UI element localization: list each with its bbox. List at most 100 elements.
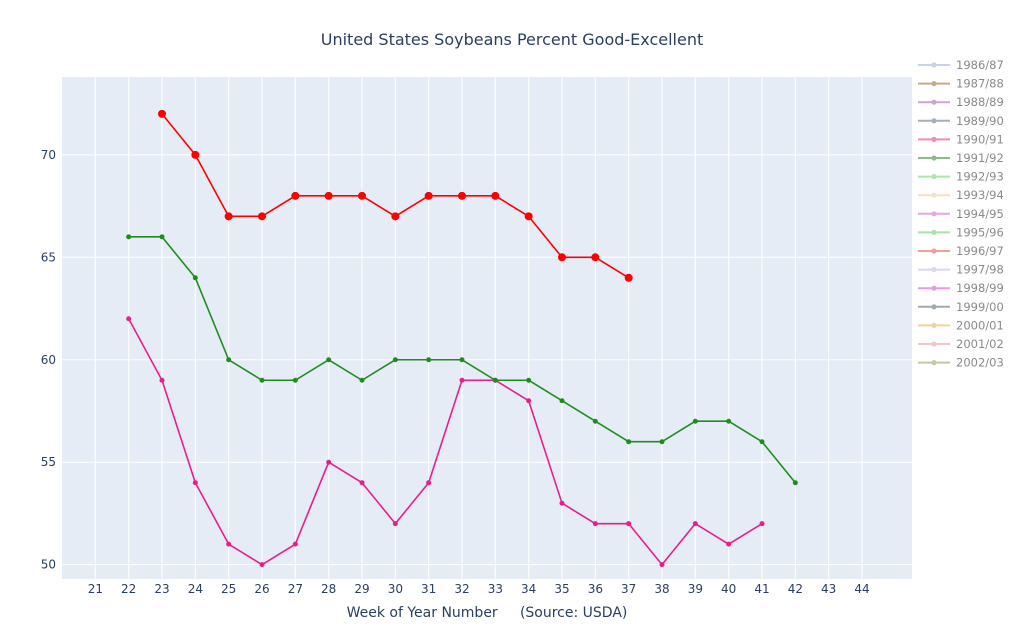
y-tick-label: 55: [41, 455, 56, 469]
legend-item[interactable]: 2001/02: [918, 337, 1004, 351]
legend-label: 1997/98: [956, 263, 1004, 277]
legend-swatch-marker: [931, 341, 937, 347]
legend-item[interactable]: 1991/92: [918, 151, 1004, 165]
data-point: [558, 253, 566, 262]
legend-item[interactable]: 1999/00: [918, 300, 1004, 314]
x-tick-label: 28: [321, 582, 336, 596]
legend-item[interactable]: 1998/99: [918, 281, 1004, 295]
data-point: [359, 480, 365, 486]
legend-swatch-marker: [931, 322, 937, 328]
legend-item[interactable]: 1987/88: [918, 77, 1004, 91]
legend-swatch-marker: [931, 99, 937, 105]
series-line: [127, 318, 763, 566]
legend-label: 1993/94: [956, 188, 1004, 202]
data-point: [259, 377, 265, 383]
series-1: [126, 234, 798, 486]
x-tick-label: 22: [121, 582, 136, 596]
data-point: [792, 480, 798, 486]
data-point: [492, 377, 498, 383]
x-tick-label: 43: [821, 582, 836, 596]
legend-item[interactable]: 2002/03: [918, 356, 1004, 370]
x-tick-label: 34: [521, 582, 536, 596]
x-tick-label: 24: [188, 582, 203, 596]
data-point: [726, 418, 732, 424]
legend-item[interactable]: 2000/01: [918, 318, 1004, 332]
data-point: [392, 357, 398, 363]
y-axis-ticks: 50 55 60 65 70: [41, 148, 56, 572]
x-tick-label: 30: [388, 582, 403, 596]
legend-item[interactable]: 1990/91: [918, 132, 1004, 146]
data-point: [258, 212, 266, 221]
legend-swatch-marker: [931, 136, 937, 142]
legend-label: 2001/02: [956, 337, 1004, 351]
x-tick-label: 41: [754, 582, 769, 596]
data-point: [659, 562, 665, 568]
series-2: [158, 109, 633, 282]
legend-swatch-marker: [931, 267, 937, 273]
x-axis-title: Week of Year Number (Source: USDA): [347, 605, 628, 621]
data-point: [458, 191, 466, 200]
legend-label: 1990/91: [956, 132, 1004, 146]
y-tick-label: 65: [41, 250, 56, 264]
data-point: [191, 150, 200, 159]
grid-lines: [62, 77, 912, 579]
series-layer: [126, 109, 798, 568]
x-axis-ticks: 21 22 23 24 25 26 27 28 29 30 31 32 33 34 35 36 37 38 39 40…: [88, 582, 870, 596]
data-point: [192, 480, 198, 486]
legend-item[interactable]: 1988/89: [918, 95, 1004, 109]
x-tick-label: 31: [421, 582, 436, 596]
legend-item[interactable]: 1986/87: [918, 58, 1004, 72]
data-point: [426, 480, 432, 486]
legend-swatch-marker: [931, 304, 937, 310]
data-point: [659, 439, 665, 445]
data-point: [226, 357, 232, 363]
data-point: [559, 398, 565, 404]
legend-item[interactable]: 1989/90: [918, 114, 1004, 128]
data-point: [126, 316, 132, 322]
legend-swatch-marker: [931, 174, 937, 180]
legend-item[interactable]: 1996/97: [918, 244, 1004, 258]
data-point: [326, 357, 332, 363]
legend-label: 1995/96: [956, 225, 1004, 239]
data-point: [192, 275, 198, 281]
legend-swatch-marker: [931, 211, 937, 217]
data-point: [292, 541, 298, 547]
data-point: [624, 273, 633, 282]
legend-label: 1992/93: [956, 170, 1004, 184]
legend-label: 1988/89: [956, 95, 1004, 109]
legend-item[interactable]: 1992/93: [918, 170, 1004, 184]
x-tick-label: 26: [254, 582, 269, 596]
x-tick-label: 32: [454, 582, 469, 596]
data-point: [592, 418, 598, 424]
legend-label: 1994/95: [956, 207, 1004, 221]
data-point: [392, 521, 398, 527]
data-point: [159, 234, 165, 240]
legend: 1986/87 1987/88 1988/89 1989/90 1990/91 1991/…: [918, 58, 1004, 370]
data-point: [526, 398, 532, 404]
legend-swatch-marker: [931, 248, 937, 254]
legend-item[interactable]: 1997/98: [918, 263, 1004, 277]
data-point: [259, 562, 265, 568]
data-point: [291, 191, 300, 200]
data-point: [158, 109, 166, 118]
legend-label: 1989/90: [956, 114, 1004, 128]
x-tick-label: 35: [554, 582, 569, 596]
data-point: [126, 234, 132, 240]
data-point: [159, 377, 165, 383]
y-tick-label: 50: [41, 558, 56, 572]
x-tick-label: 44: [854, 582, 869, 596]
data-point: [491, 191, 500, 200]
legend-item[interactable]: 1994/95: [918, 207, 1004, 221]
legend-item[interactable]: 1995/96: [918, 225, 1004, 239]
legend-label: 1999/00: [956, 300, 1004, 314]
x-tick-label: 25: [221, 582, 236, 596]
legend-label: 2002/03: [956, 356, 1004, 370]
legend-swatch-marker: [931, 81, 937, 87]
data-point: [759, 439, 765, 445]
legend-item[interactable]: 1993/94: [918, 188, 1004, 202]
x-tick-label: 23: [154, 582, 169, 596]
legend-swatch-marker: [931, 118, 937, 124]
data-point: [759, 521, 765, 527]
legend-swatch-marker: [931, 192, 937, 198]
data-point: [359, 377, 365, 383]
